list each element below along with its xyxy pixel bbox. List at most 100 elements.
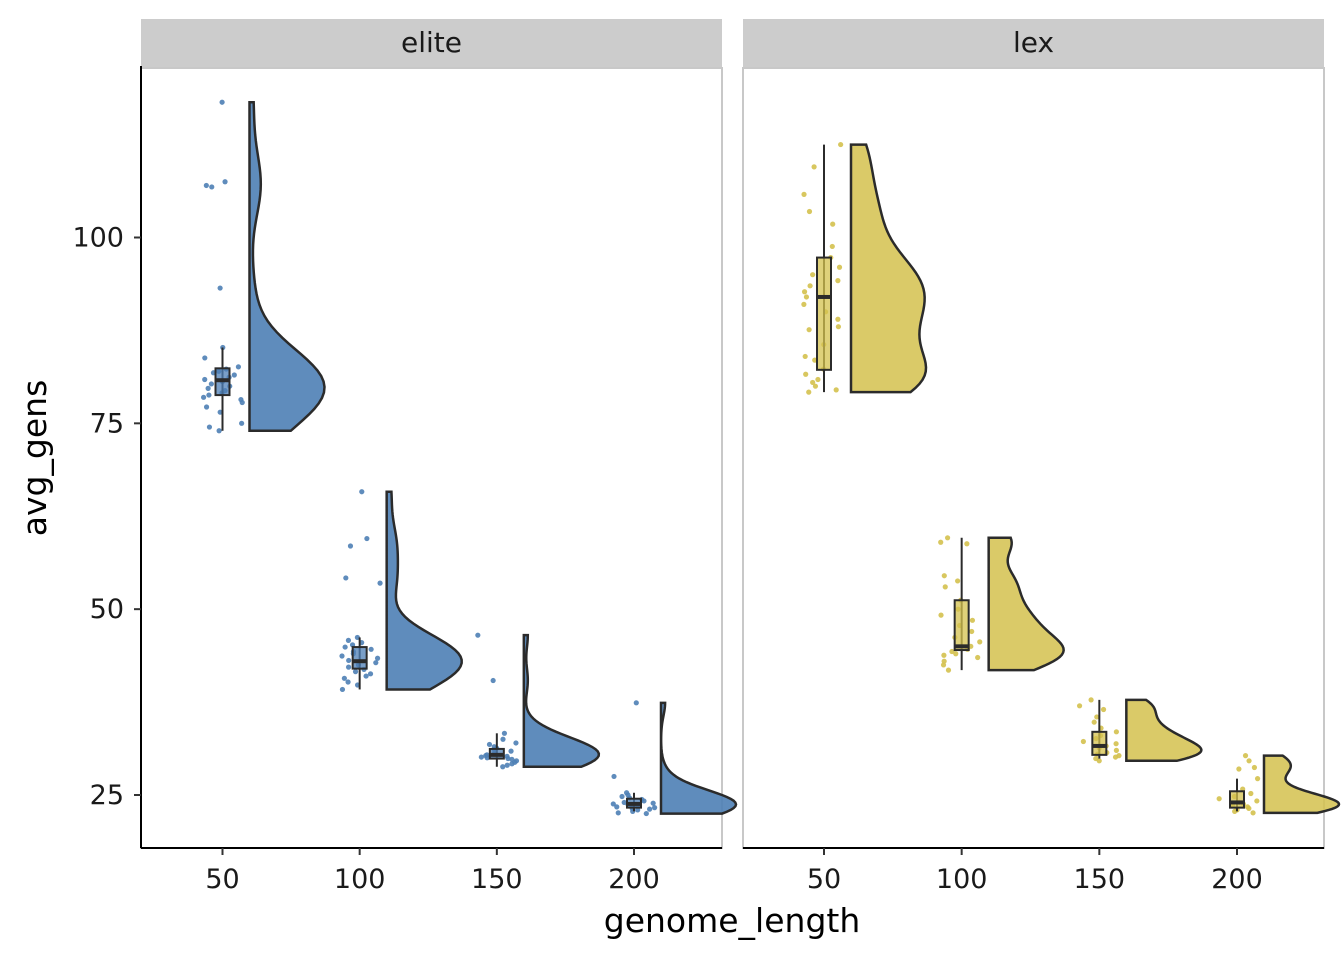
data-point xyxy=(942,584,948,590)
data-point xyxy=(1080,738,1086,745)
data-point xyxy=(206,392,212,398)
violin-half xyxy=(1125,698,1203,763)
data-point xyxy=(1091,719,1097,725)
data-point xyxy=(208,381,214,387)
group-150 xyxy=(475,632,601,770)
panel-border xyxy=(140,67,723,849)
x-axis-title: genome_length xyxy=(604,901,861,940)
data-point xyxy=(501,730,508,736)
data-point xyxy=(339,653,345,659)
data-point xyxy=(490,677,496,684)
data-point xyxy=(1254,776,1261,782)
data-point xyxy=(815,376,821,383)
data-point xyxy=(1232,808,1238,814)
data-point xyxy=(500,764,506,770)
data-point xyxy=(803,294,810,300)
violin-half xyxy=(849,143,928,394)
group-150 xyxy=(1076,697,1203,764)
y-tick-label: 100 xyxy=(72,223,124,254)
data-point xyxy=(359,489,365,495)
data-point xyxy=(835,278,841,284)
data-point xyxy=(1113,741,1119,747)
box-iqr xyxy=(351,646,368,670)
data-point xyxy=(222,179,228,185)
data-point xyxy=(801,301,807,307)
violin-half xyxy=(987,536,1065,672)
data-point xyxy=(806,327,812,333)
data-point xyxy=(1100,706,1107,713)
data-point xyxy=(1096,758,1102,764)
data-point xyxy=(475,632,481,638)
data-point xyxy=(1248,790,1254,797)
data-point xyxy=(209,184,215,190)
data-point xyxy=(955,578,961,584)
y-tick-label: 50 xyxy=(90,594,124,625)
data-point xyxy=(977,639,983,645)
data-point xyxy=(610,801,616,807)
data-point xyxy=(374,655,381,661)
box-iqr xyxy=(1091,730,1108,756)
data-point xyxy=(205,385,211,391)
data-point xyxy=(835,324,842,330)
x-tick-label: 200 xyxy=(608,864,660,895)
violin-half xyxy=(248,100,326,433)
data-point xyxy=(975,654,981,661)
data-point xyxy=(1076,703,1083,709)
data-point xyxy=(345,664,352,670)
data-point xyxy=(801,191,807,197)
data-point xyxy=(1113,729,1119,735)
data-point xyxy=(615,810,621,816)
box-iqr xyxy=(953,599,970,652)
data-point xyxy=(1254,798,1260,804)
data-point xyxy=(203,182,209,189)
data-point xyxy=(347,543,354,549)
data-point xyxy=(945,667,952,673)
data-point xyxy=(611,773,617,780)
data-point xyxy=(1251,764,1258,771)
facet-strip-label: elite xyxy=(401,26,462,59)
group-100 xyxy=(938,535,1065,673)
data-point xyxy=(343,575,349,581)
data-point xyxy=(949,648,955,655)
x-tick-label: 50 xyxy=(205,864,239,895)
data-point xyxy=(1112,754,1119,760)
data-point xyxy=(1246,805,1252,811)
data-point xyxy=(216,428,222,434)
panel-elite: elite 50 100 150 200 xyxy=(140,19,738,895)
panel-lex: lex 50 100 150 200 xyxy=(742,19,1341,895)
panel-border xyxy=(742,67,1325,849)
data-point xyxy=(202,355,208,361)
data-point xyxy=(969,617,976,623)
data-point xyxy=(811,164,817,170)
data-point xyxy=(806,208,813,215)
violin-half xyxy=(522,633,601,769)
data-point xyxy=(377,580,383,586)
y-tick-label: 75 xyxy=(90,408,124,439)
data-point xyxy=(352,669,359,675)
data-point xyxy=(969,628,975,635)
data-point xyxy=(1088,697,1094,703)
data-point xyxy=(1246,758,1252,764)
data-point xyxy=(504,762,510,768)
data-point xyxy=(231,372,237,378)
facet-strip xyxy=(141,19,722,68)
data-point xyxy=(941,652,947,658)
data-point xyxy=(363,673,369,679)
group-50 xyxy=(801,141,928,395)
data-point xyxy=(614,804,620,810)
data-point xyxy=(810,272,816,278)
data-point xyxy=(508,748,514,754)
data-point xyxy=(364,535,370,542)
data-point xyxy=(806,389,812,395)
data-point xyxy=(342,644,348,650)
data-point xyxy=(633,700,639,706)
data-point xyxy=(1242,753,1249,759)
x-tick-label: 150 xyxy=(471,864,523,895)
data-point xyxy=(346,657,352,664)
data-point xyxy=(206,424,213,430)
data-point xyxy=(621,799,627,806)
data-point xyxy=(647,806,653,812)
violin-half xyxy=(1262,754,1341,815)
data-point xyxy=(509,761,515,767)
